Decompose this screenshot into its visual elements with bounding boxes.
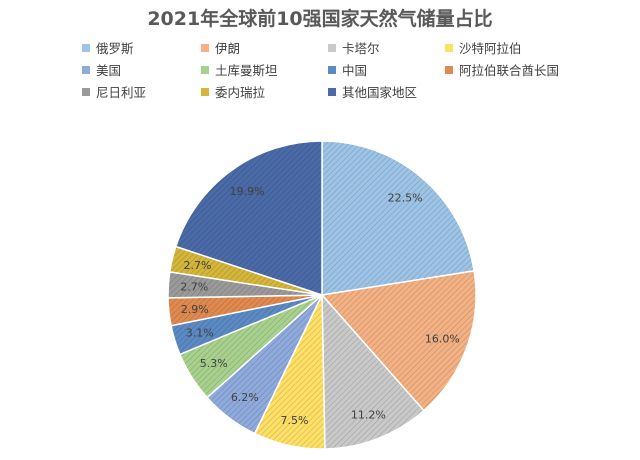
data-label: 2.7% <box>184 259 212 272</box>
legend-item: 委内瑞拉 <box>201 82 265 101</box>
data-label: 2.9% <box>181 303 209 316</box>
legend-swatch <box>445 43 453 52</box>
data-label: 22.5% <box>388 192 423 205</box>
data-label: 3.1% <box>186 327 214 340</box>
legend-label: 土库曼斯坦 <box>215 63 278 78</box>
legend-swatch <box>82 43 90 52</box>
pie-slice <box>321 292 425 450</box>
legend-swatch <box>445 65 453 74</box>
legend-label: 俄罗斯 <box>96 41 134 56</box>
legend-item: 阿拉伯联合酋长国 <box>445 60 559 79</box>
data-label: 16.0% <box>425 332 460 345</box>
legend-swatch <box>82 87 90 96</box>
legend-item: 卡塔尔 <box>328 38 380 57</box>
legend-label: 其他国家地区 <box>342 85 418 100</box>
legend-label: 委内瑞拉 <box>215 85 266 100</box>
data-label: 6.2% <box>231 391 259 404</box>
pie-slice <box>320 270 477 412</box>
legend-item: 俄罗斯 <box>82 38 134 57</box>
data-label: 11.2% <box>351 408 386 421</box>
legend-swatch <box>328 87 336 96</box>
data-label: 7.5% <box>281 414 309 427</box>
legend-swatch <box>328 65 336 74</box>
legend-label: 尼日利亚 <box>96 85 147 100</box>
legend-item: 土库曼斯坦 <box>201 60 278 79</box>
pie-slice <box>174 140 323 297</box>
legend-label: 阿拉伯联合酋长国 <box>459 63 560 78</box>
legend-label: 沙特阿拉伯 <box>459 41 522 56</box>
legend-label: 中国 <box>342 63 368 78</box>
legend-item: 沙特阿拉伯 <box>445 38 522 57</box>
data-label: 5.3% <box>200 357 228 370</box>
legend-label: 美国 <box>96 63 122 78</box>
data-label: 19.9% <box>230 185 265 198</box>
data-label: 2.7% <box>180 281 208 294</box>
pie-slice <box>321 140 475 296</box>
legend-label: 伊朗 <box>215 41 241 56</box>
legend-swatch <box>82 65 90 74</box>
legend-item: 中国 <box>328 60 367 79</box>
legend-swatch <box>201 87 209 96</box>
legend-item: 尼日利亚 <box>82 82 146 101</box>
legend-swatch <box>201 43 209 52</box>
legend-item: 伊朗 <box>201 38 240 57</box>
legend-item: 美国 <box>82 60 121 79</box>
legend-swatch <box>328 43 336 52</box>
chart-title: 2021年全球前10强国家天然气储量占比 <box>147 8 493 30</box>
legend-swatch <box>201 65 209 74</box>
legend-item: 其他国家地区 <box>328 82 417 101</box>
legend-label: 卡塔尔 <box>342 41 380 56</box>
